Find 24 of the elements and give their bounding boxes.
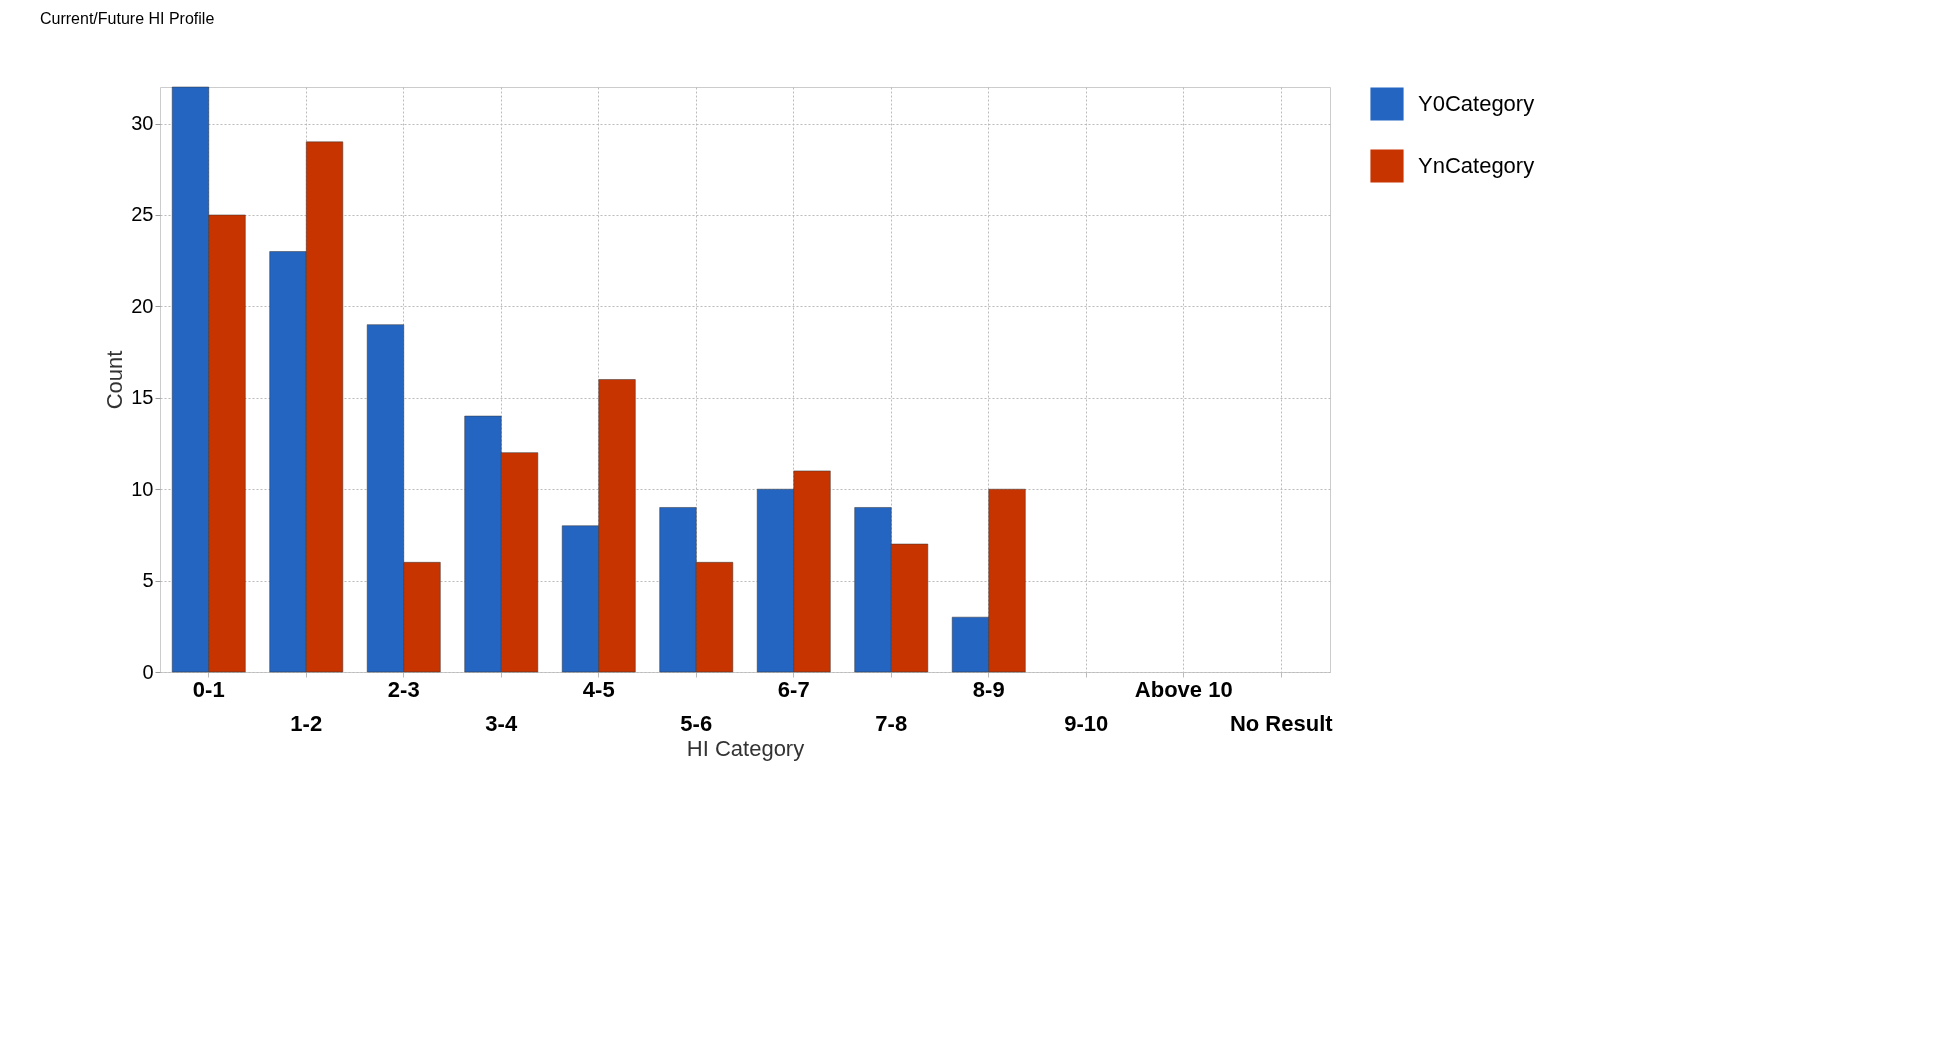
- y-tick-label: 5: [142, 569, 154, 592]
- x-tick-label: 1-2: [290, 710, 323, 736]
- x-tick-label: No Result: [1229, 710, 1334, 736]
- y-tick-label: 20: [131, 294, 154, 317]
- x-tick-label: 3-4: [485, 710, 518, 736]
- x-axis-title: HI Category: [686, 735, 805, 761]
- x-tick-label: 4-5: [582, 676, 615, 702]
- y-tick-label: 10: [131, 477, 154, 500]
- legend-label: Y0Category: [1418, 91, 1535, 116]
- y-tick-label: 15: [131, 386, 154, 409]
- y-tick-label: 30: [131, 112, 154, 135]
- x-tick-label: 0-1: [192, 676, 225, 702]
- x-tick-label: Above 10: [1134, 676, 1233, 702]
- y-axis-title: Count: [102, 350, 128, 410]
- chart-title: Current/Future HI Profile: [40, 9, 215, 27]
- y-tick-label: 0: [142, 660, 154, 683]
- y-tick-label: 25: [131, 203, 154, 226]
- x-tick-label: 5-6: [680, 710, 713, 736]
- x-tick-label: 8-9: [972, 676, 1005, 702]
- x-tick-label: 7-8: [875, 710, 908, 736]
- x-tick-label: 9-10: [1064, 710, 1109, 736]
- legend-label: YnCategory: [1418, 153, 1535, 178]
- x-tick-label: 2-3: [387, 676, 420, 702]
- x-tick-label: 6-7: [777, 676, 810, 702]
